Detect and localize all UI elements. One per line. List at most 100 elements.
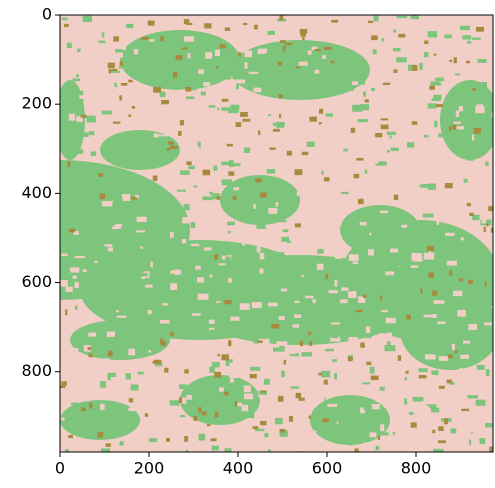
- texture: [409, 286, 412, 291]
- texture: [185, 333, 191, 336]
- texture: [62, 18, 68, 20]
- texture: [380, 387, 385, 391]
- texture: [252, 284, 260, 291]
- texture: [331, 204, 334, 206]
- texture: [404, 443, 407, 447]
- texture: [322, 418, 329, 422]
- texture: [363, 325, 365, 331]
- texture: [424, 135, 429, 138]
- texture: [414, 413, 416, 419]
- texture: [162, 303, 168, 305]
- texture: [348, 357, 353, 362]
- texture: [387, 341, 390, 345]
- texture: [343, 96, 354, 99]
- texture: [375, 133, 382, 137]
- texture: [227, 144, 233, 147]
- texture: [138, 111, 141, 115]
- texture: [301, 352, 312, 356]
- texture: [208, 105, 216, 107]
- texture: [365, 162, 375, 169]
- texture: [461, 449, 469, 451]
- texture: [268, 114, 270, 116]
- texture: [128, 114, 130, 117]
- texture: [191, 244, 199, 246]
- texture: [459, 106, 463, 111]
- texture: [358, 215, 361, 217]
- texture: [318, 373, 322, 376]
- texture: [312, 299, 315, 303]
- texture: [435, 370, 439, 375]
- texture: [341, 90, 344, 94]
- texture: [385, 271, 394, 275]
- texture: [238, 52, 241, 56]
- texture: [283, 283, 291, 288]
- texture: [186, 23, 192, 25]
- texture: [425, 354, 435, 359]
- image: [0, 15, 495, 457]
- texture: [180, 170, 189, 175]
- texture: [467, 395, 478, 398]
- texture: [284, 126, 293, 129]
- texture: [275, 418, 283, 424]
- texture: [384, 181, 387, 185]
- texture: [325, 349, 334, 352]
- texture: [276, 260, 282, 265]
- texture: [142, 336, 149, 343]
- texture: [432, 430, 435, 433]
- texture: [374, 16, 379, 22]
- texture: [209, 367, 215, 373]
- texture: [227, 222, 235, 226]
- texture: [201, 106, 208, 111]
- texture: [297, 192, 304, 196]
- texture: [424, 315, 432, 318]
- texture: [378, 436, 380, 440]
- texture: [140, 381, 145, 388]
- texture: [233, 187, 239, 190]
- texture: [269, 57, 272, 61]
- texture: [182, 47, 187, 49]
- texture: [424, 253, 434, 260]
- texture: [198, 407, 201, 412]
- texture: [108, 63, 115, 69]
- texture: [229, 374, 237, 378]
- texture: [431, 408, 440, 413]
- texture: [160, 320, 170, 324]
- texture: [326, 113, 333, 116]
- texture: [460, 26, 470, 30]
- texture: [77, 49, 81, 53]
- texture: [61, 381, 67, 385]
- texture: [337, 422, 339, 424]
- texture: [244, 62, 247, 69]
- texture: [325, 18, 330, 24]
- texture: [348, 337, 357, 341]
- texture: [444, 35, 452, 39]
- texture: [267, 398, 271, 400]
- texture: [349, 254, 359, 261]
- region: [340, 205, 420, 255]
- texture: [393, 154, 399, 161]
- texture: [279, 16, 283, 21]
- texture: [277, 341, 288, 345]
- texture: [98, 173, 103, 177]
- texture: [300, 29, 308, 33]
- texture: [70, 267, 79, 272]
- texture: [180, 120, 184, 125]
- texture: [183, 444, 187, 447]
- texture: [258, 49, 267, 54]
- texture: [461, 237, 464, 240]
- texture: [228, 340, 231, 346]
- texture: [112, 197, 123, 201]
- texture: [252, 155, 255, 158]
- texture: [381, 366, 389, 373]
- texture: [217, 108, 219, 111]
- texture: [129, 398, 133, 402]
- texture: [385, 333, 392, 338]
- texture: [222, 76, 232, 79]
- texture: [203, 196, 213, 200]
- texture: [210, 275, 213, 278]
- texture: [376, 446, 380, 450]
- texture: [348, 92, 356, 95]
- texture: [357, 17, 367, 21]
- texture: [205, 52, 212, 58]
- texture: [360, 222, 367, 225]
